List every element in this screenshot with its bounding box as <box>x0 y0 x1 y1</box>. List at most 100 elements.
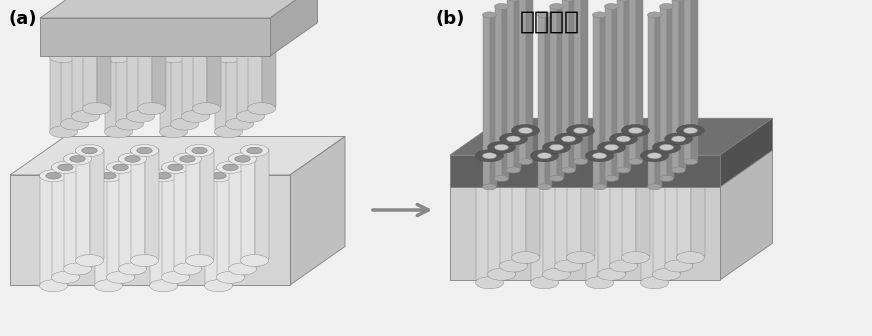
Ellipse shape <box>475 277 503 289</box>
Polygon shape <box>228 157 242 267</box>
Polygon shape <box>262 32 276 107</box>
Polygon shape <box>629 0 636 161</box>
Polygon shape <box>678 0 685 169</box>
Polygon shape <box>549 6 556 177</box>
Ellipse shape <box>106 161 134 173</box>
Polygon shape <box>90 149 104 259</box>
Polygon shape <box>119 157 133 267</box>
Polygon shape <box>666 6 673 177</box>
Polygon shape <box>489 154 503 281</box>
Polygon shape <box>242 157 256 267</box>
Ellipse shape <box>622 125 650 136</box>
Ellipse shape <box>592 153 607 159</box>
Ellipse shape <box>106 271 134 283</box>
Ellipse shape <box>562 0 576 1</box>
Ellipse shape <box>112 164 128 171</box>
Ellipse shape <box>482 184 496 190</box>
Ellipse shape <box>555 133 582 145</box>
Polygon shape <box>115 47 130 122</box>
Ellipse shape <box>228 153 256 165</box>
Ellipse shape <box>597 141 625 153</box>
Ellipse shape <box>60 43 88 55</box>
Polygon shape <box>97 32 111 107</box>
Ellipse shape <box>512 252 540 263</box>
Polygon shape <box>164 174 178 284</box>
Ellipse shape <box>652 141 680 153</box>
Polygon shape <box>501 6 508 177</box>
Ellipse shape <box>507 136 521 142</box>
Ellipse shape <box>629 128 643 133</box>
Polygon shape <box>636 0 643 161</box>
Ellipse shape <box>241 144 269 157</box>
Polygon shape <box>678 137 692 264</box>
Ellipse shape <box>70 156 85 162</box>
Ellipse shape <box>46 172 61 179</box>
Polygon shape <box>494 6 501 177</box>
Ellipse shape <box>126 35 154 47</box>
Ellipse shape <box>671 136 685 142</box>
Polygon shape <box>450 118 773 155</box>
Polygon shape <box>64 157 78 267</box>
Ellipse shape <box>138 103 166 115</box>
Ellipse shape <box>494 144 508 150</box>
Ellipse shape <box>236 35 264 47</box>
Ellipse shape <box>475 150 503 162</box>
Polygon shape <box>195 40 209 115</box>
Ellipse shape <box>519 128 533 133</box>
Polygon shape <box>149 174 164 284</box>
Polygon shape <box>241 149 255 259</box>
Ellipse shape <box>617 0 630 1</box>
Ellipse shape <box>597 141 625 153</box>
Polygon shape <box>544 14 551 186</box>
Ellipse shape <box>192 147 208 154</box>
Ellipse shape <box>537 153 551 159</box>
Ellipse shape <box>216 161 244 173</box>
Polygon shape <box>10 175 290 285</box>
Polygon shape <box>105 55 119 130</box>
Text: (b): (b) <box>435 10 465 28</box>
Polygon shape <box>10 136 345 175</box>
Ellipse shape <box>138 28 166 40</box>
Ellipse shape <box>592 153 607 159</box>
Ellipse shape <box>659 144 673 150</box>
Ellipse shape <box>115 43 144 55</box>
Ellipse shape <box>174 263 201 275</box>
Ellipse shape <box>236 110 264 122</box>
Ellipse shape <box>641 277 669 289</box>
Ellipse shape <box>94 280 122 292</box>
Polygon shape <box>585 154 600 281</box>
Ellipse shape <box>562 167 576 173</box>
Ellipse shape <box>58 164 73 171</box>
Ellipse shape <box>530 150 558 162</box>
Polygon shape <box>542 145 556 272</box>
Polygon shape <box>623 137 637 264</box>
Polygon shape <box>622 129 636 256</box>
Ellipse shape <box>604 175 618 181</box>
Polygon shape <box>664 137 678 264</box>
Ellipse shape <box>247 147 262 154</box>
Ellipse shape <box>574 128 588 133</box>
Polygon shape <box>130 47 144 122</box>
Ellipse shape <box>50 126 78 138</box>
Ellipse shape <box>223 164 238 171</box>
Ellipse shape <box>216 271 244 283</box>
Polygon shape <box>250 40 264 115</box>
Polygon shape <box>94 174 108 284</box>
Ellipse shape <box>83 28 111 40</box>
Ellipse shape <box>617 136 630 142</box>
Polygon shape <box>76 149 90 259</box>
Polygon shape <box>138 32 152 107</box>
Ellipse shape <box>487 141 515 153</box>
Polygon shape <box>64 55 78 130</box>
Polygon shape <box>40 0 317 18</box>
Ellipse shape <box>555 133 582 145</box>
Polygon shape <box>611 145 625 272</box>
Ellipse shape <box>574 128 588 133</box>
Ellipse shape <box>228 263 256 275</box>
Polygon shape <box>617 0 623 169</box>
Polygon shape <box>556 6 563 177</box>
Ellipse shape <box>180 156 195 162</box>
Ellipse shape <box>248 103 276 115</box>
Polygon shape <box>270 0 317 56</box>
Ellipse shape <box>604 144 618 150</box>
